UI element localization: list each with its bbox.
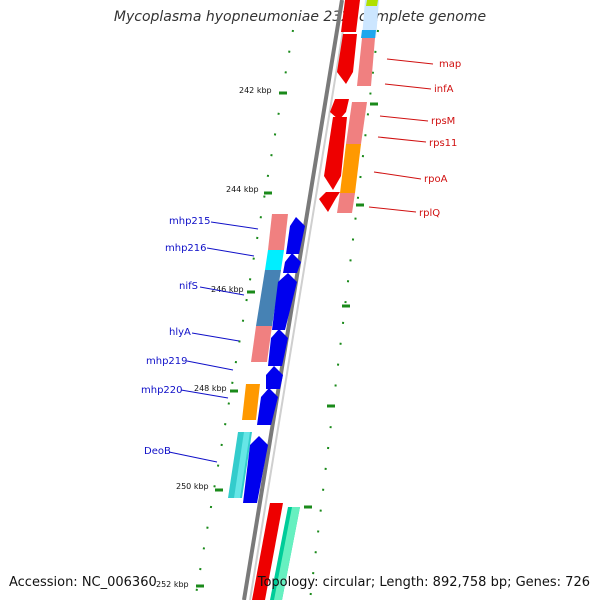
cds-arrow xyxy=(341,0,360,32)
reverse-strand-cds xyxy=(319,0,360,212)
feature-block xyxy=(362,0,379,38)
feature-block xyxy=(274,507,300,600)
cds-arrow xyxy=(337,34,357,84)
cds-arrow xyxy=(286,217,305,254)
gene-label-mhp220: mhp220 xyxy=(141,385,183,396)
feature-block xyxy=(256,270,281,326)
lower-features xyxy=(252,503,300,600)
cds-arrow xyxy=(324,117,347,190)
cds-arrow xyxy=(243,436,268,503)
tick-label-242: 242 kbp xyxy=(239,86,272,95)
gene-label-infa: infA xyxy=(434,84,454,95)
gene-label-rpoa: rpoA xyxy=(424,174,448,185)
gene-label-map: map xyxy=(439,59,461,70)
accession-text: Accession: NC_006360 xyxy=(9,575,157,590)
gene-label-rplq: rplQ xyxy=(419,208,440,219)
feature-block xyxy=(361,30,376,38)
feature-block xyxy=(234,432,250,498)
feature-block xyxy=(357,38,375,86)
feature-block xyxy=(340,144,361,193)
forward-strand-cds xyxy=(243,217,305,503)
map-title: Mycoplasma hyopneumoniae 232, complete g… xyxy=(113,9,487,25)
reverse-strand-features xyxy=(337,0,379,213)
gene-label-mhp215: mhp215 xyxy=(169,216,211,227)
gene-label-rps11: rps11 xyxy=(429,138,457,149)
feature-block xyxy=(265,250,284,270)
feature-block xyxy=(337,193,355,213)
gene-label-nifs: nifS xyxy=(179,281,198,292)
cds-arrow xyxy=(272,273,297,330)
cds-arrow xyxy=(266,366,283,389)
cds-arrow xyxy=(252,503,283,600)
feature-block xyxy=(366,0,378,6)
cds-arrow xyxy=(257,388,278,425)
gene-label-hlya: hlyA xyxy=(169,327,191,338)
cds-arrow xyxy=(330,99,349,120)
feature-block xyxy=(346,102,367,144)
tick-label-250: 250 kbp xyxy=(176,482,209,491)
tick-label-246: 246 kbp xyxy=(211,285,244,294)
major-ticks xyxy=(196,91,378,588)
cds-arrow xyxy=(283,253,301,273)
cds-arrow xyxy=(268,329,288,366)
feature-block xyxy=(268,214,288,250)
tick-label-252: 252 kbp xyxy=(156,580,189,589)
tick-label-248: 248 kbp xyxy=(194,384,227,393)
reverse-label-leaders xyxy=(368,58,434,213)
gene-label-mhp219: mhp219 xyxy=(146,356,188,367)
gene-label-rpsm: rpsM xyxy=(431,116,455,127)
genome-backbone xyxy=(242,0,349,600)
tick-label-244: 244 kbp xyxy=(226,185,259,194)
gene-label-mhp216: mhp216 xyxy=(165,243,207,254)
feature-block xyxy=(251,326,272,362)
cds-arrow xyxy=(319,192,340,212)
feature-block xyxy=(242,384,260,420)
forward-strand-features xyxy=(228,214,288,498)
gene-label-deob: DeoB xyxy=(144,446,171,457)
genome-summary: Topology: circular; Length: 892,758 bp; … xyxy=(257,575,590,590)
forward-label-leaders xyxy=(168,221,259,463)
